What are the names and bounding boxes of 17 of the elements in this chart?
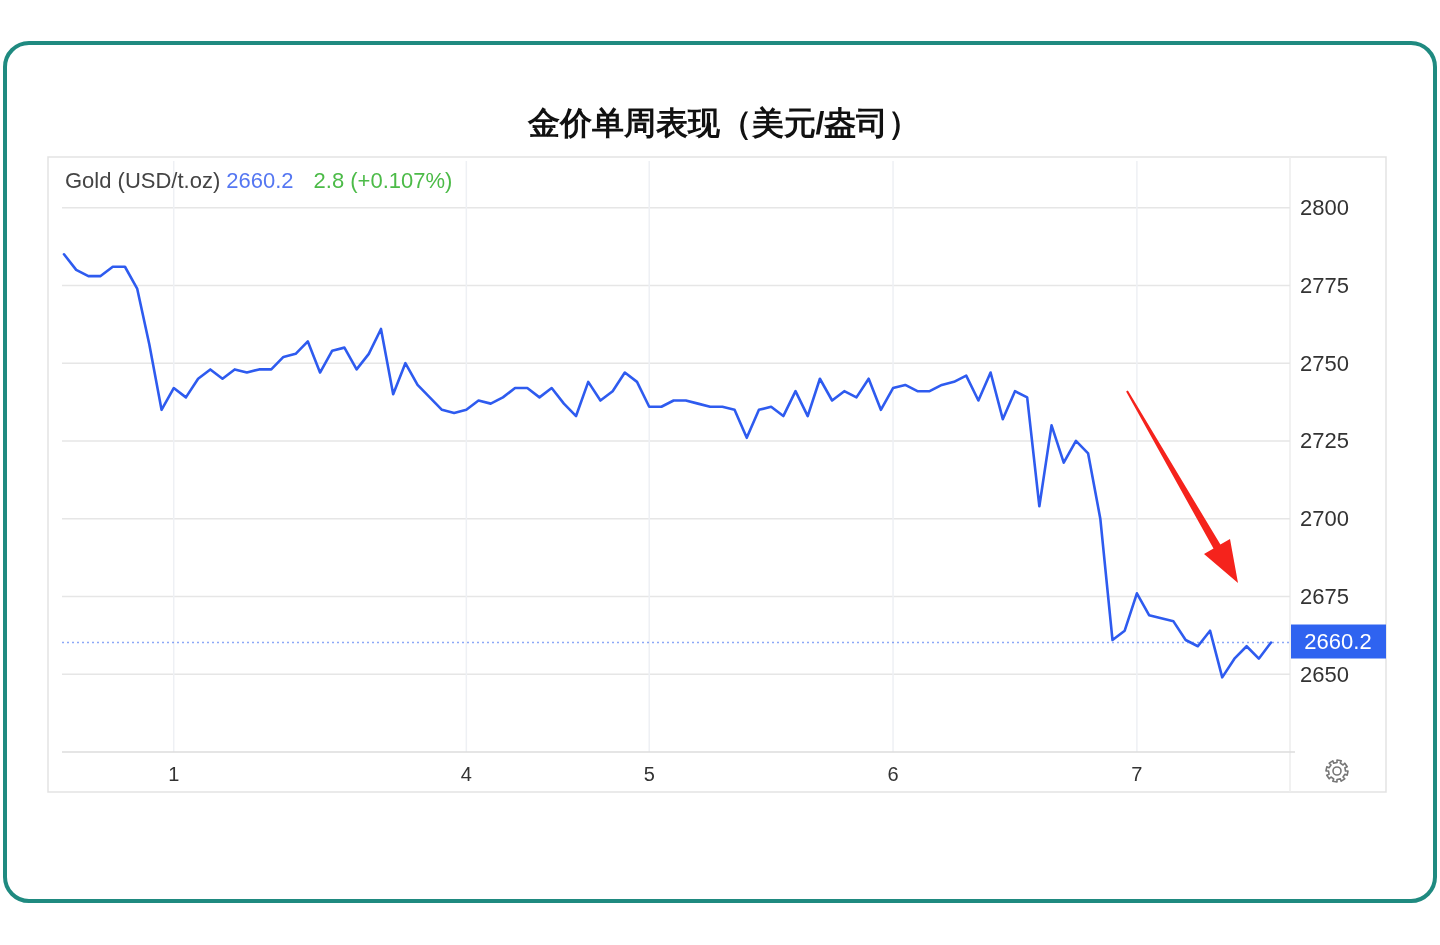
y-tick-label: 2675 bbox=[1300, 583, 1349, 609]
y-tick-label: 2725 bbox=[1300, 428, 1349, 454]
ref-line-label: 2660.2 bbox=[1304, 629, 1372, 655]
x-tick-label: 7 bbox=[1131, 763, 1143, 785]
annotation: 2660.2 bbox=[226, 167, 294, 193]
y-tick-label: 2750 bbox=[1300, 350, 1349, 376]
annotation: Gold (USD/t.oz) bbox=[65, 167, 221, 193]
x-tick-label: 5 bbox=[643, 763, 655, 785]
chart-title: 金价单周表现（美元/盎司） bbox=[526, 105, 921, 141]
x-tick-label: 4 bbox=[460, 763, 472, 785]
y-tick-label: 2650 bbox=[1300, 661, 1349, 687]
y-tick-label: 2775 bbox=[1300, 272, 1349, 298]
x-tick-label: 1 bbox=[168, 763, 180, 785]
y-tick-label: 2800 bbox=[1300, 195, 1349, 221]
annotation: 2.8 (+0.107%) bbox=[313, 167, 453, 193]
x-tick-label: 6 bbox=[887, 763, 899, 785]
y-tick-label: 2700 bbox=[1300, 506, 1349, 532]
